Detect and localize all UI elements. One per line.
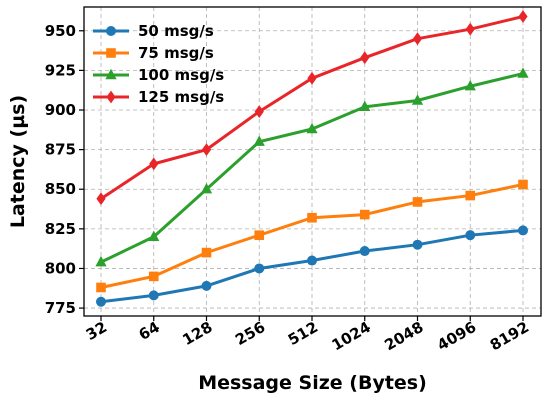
data-point-1-2048	[412, 239, 423, 250]
data-point-1-64	[148, 290, 159, 301]
legend-marker-1	[106, 26, 116, 36]
series-2	[96, 179, 528, 293]
legend-label-3: 100 msg/s	[138, 66, 224, 84]
data-point-2-4096	[465, 190, 476, 201]
data-point-4-512	[307, 71, 317, 85]
series-1	[96, 225, 528, 307]
y-tick-label-925: 925	[45, 61, 76, 79]
data-point-2-8192	[518, 179, 528, 190]
data-point-1-4096	[465, 230, 476, 241]
legend-marker-3	[105, 68, 117, 80]
data-point-2-64	[148, 271, 159, 282]
legend-item-1: 50 msg/s	[93, 22, 214, 40]
data-point-4-8192	[518, 10, 528, 23]
legend-item-4: 125 msg/s	[93, 88, 224, 106]
y-tick-label-850: 850	[45, 180, 76, 198]
data-point-3-4096	[464, 80, 476, 91]
data-point-3-32	[95, 255, 107, 267]
data-point-2-128	[201, 247, 212, 258]
x-tick-label-256: 256	[232, 318, 268, 349]
data-point-2-32	[96, 282, 106, 293]
data-point-3-512	[306, 122, 318, 134]
data-point-1-32	[96, 296, 106, 307]
data-point-4-1024	[360, 51, 370, 65]
data-point-3-64	[148, 230, 160, 241]
series-3	[95, 67, 529, 267]
data-point-3-256	[253, 135, 265, 146]
data-point-4-128	[201, 143, 212, 157]
data-point-1-512	[307, 255, 317, 266]
data-point-1-128	[201, 280, 212, 291]
y-tick-label-900: 900	[45, 101, 76, 119]
y-tick-label-775: 775	[45, 299, 76, 317]
data-point-2-1024	[359, 209, 370, 220]
data-point-3-1024	[359, 100, 371, 112]
legend-marker-4	[106, 90, 116, 104]
data-point-4-256	[254, 105, 264, 118]
x-tick-label-128: 128	[179, 318, 215, 349]
y-tick-label-875: 875	[45, 141, 76, 159]
x-tick-label-2048: 2048	[381, 318, 426, 354]
x-tick-label-64: 64	[136, 318, 163, 344]
series-4	[96, 10, 528, 206]
data-point-1-8192	[518, 225, 528, 236]
data-point-4-4096	[465, 22, 475, 36]
x-tick-label-1024: 1024	[329, 318, 374, 354]
y-tick-label-800: 800	[45, 259, 76, 277]
legend-label-1: 50 msg/s	[138, 22, 214, 40]
legend-item-3: 100 msg/s	[93, 66, 224, 84]
series-layer	[95, 10, 529, 307]
data-point-2-2048	[412, 197, 423, 207]
data-point-2-512	[307, 212, 317, 223]
x-tick-label-8192: 8192	[487, 318, 532, 354]
y-tick-label-950: 950	[45, 22, 76, 40]
x-tick-label-512: 512	[285, 318, 321, 349]
y-axis-title: Latency (µs)	[7, 95, 29, 228]
data-point-3-8192	[517, 67, 529, 78]
y-tick-label-825: 825	[45, 220, 76, 238]
data-point-3-128	[200, 183, 213, 194]
data-point-4-64	[149, 157, 159, 171]
data-point-1-1024	[359, 246, 370, 257]
legend: 50 msg/s 75 msg/s 100 msg/s 125 msg/s	[93, 22, 224, 106]
legend-label-2: 75 msg/s	[138, 44, 214, 62]
data-point-4-2048	[412, 32, 423, 46]
legend-marker-2	[106, 48, 116, 58]
data-point-3-2048	[411, 94, 424, 105]
data-point-1-256	[254, 263, 265, 274]
x-tick-label-32: 32	[83, 318, 110, 344]
data-point-2-256	[254, 230, 265, 240]
data-point-4-32	[96, 192, 106, 206]
x-tick-label-4096: 4096	[434, 318, 479, 354]
legend-label-4: 125 msg/s	[138, 88, 224, 106]
legend-item-2: 75 msg/s	[93, 44, 214, 62]
x-axis-title: Message Size (Bytes)	[198, 372, 427, 394]
